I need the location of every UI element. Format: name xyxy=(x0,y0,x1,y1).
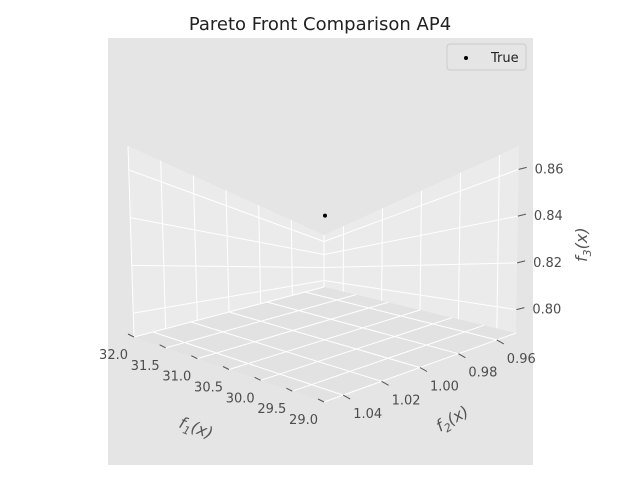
tick-mark xyxy=(254,376,261,381)
grid-lines xyxy=(127,145,519,403)
data-point xyxy=(323,213,327,218)
grid-line xyxy=(225,190,230,313)
y-tick-label: 1.04 xyxy=(353,407,382,422)
chart-title: Pareto Front Comparison AP4 xyxy=(189,14,451,35)
y-tick-label: 0.98 xyxy=(468,366,497,381)
tick-mark xyxy=(222,366,230,370)
data-points xyxy=(323,213,327,218)
x-tick-label: 31.5 xyxy=(131,359,160,374)
tick-mark xyxy=(286,387,293,392)
tick-mark xyxy=(517,260,526,264)
x-tick-label: 29.0 xyxy=(289,413,318,428)
tick-mark xyxy=(342,394,351,400)
tick-mark xyxy=(191,355,198,360)
grid-line xyxy=(290,220,293,296)
tick-mark xyxy=(419,367,428,372)
tick-mark xyxy=(127,333,135,338)
x-tick-label: 31.0 xyxy=(162,370,191,385)
tick-mark xyxy=(496,339,505,345)
right-pane xyxy=(324,146,519,333)
grid-line xyxy=(323,262,518,268)
legend-marker xyxy=(464,56,468,60)
y-tick-label: 1.00 xyxy=(430,380,459,395)
x-tick-label: 30.0 xyxy=(226,391,255,406)
grid-line xyxy=(133,280,325,314)
grid-line xyxy=(266,301,459,355)
grid-line xyxy=(496,154,500,329)
grid-line xyxy=(190,321,382,382)
axis-ticks: 32.031.531.030.530.029.529.0 1.04 1.02 1.00… xyxy=(99,162,564,428)
z-axis-label: f3(x) xyxy=(572,227,594,262)
z-tick-label: 0.82 xyxy=(533,256,562,271)
tick-mark xyxy=(516,307,525,311)
legend-label: True xyxy=(490,51,519,66)
floor-pane xyxy=(134,287,516,402)
tick-mark xyxy=(381,380,389,386)
tick-mark xyxy=(517,213,526,217)
grid-line xyxy=(228,311,421,368)
grid-line xyxy=(131,264,325,268)
grid-line xyxy=(457,172,461,320)
y-tick-label: 1.02 xyxy=(392,393,421,408)
tick-mark xyxy=(317,398,325,403)
grid-line xyxy=(192,175,198,321)
z-tick-label: 0.84 xyxy=(534,209,563,224)
grid-line xyxy=(128,169,325,242)
grid-line xyxy=(152,331,344,396)
tick-mark xyxy=(159,344,166,349)
grid-line xyxy=(323,168,519,242)
x-tick-label: 29.5 xyxy=(257,402,286,417)
legend-box xyxy=(446,43,527,71)
grid-line xyxy=(419,190,422,311)
grid-line xyxy=(160,160,167,329)
grid-line xyxy=(323,215,518,255)
grid-line xyxy=(130,217,325,255)
grid-line xyxy=(258,205,262,304)
tick-mark xyxy=(518,166,527,170)
y-tick-label: 0.96 xyxy=(507,352,536,367)
x-tick-label: 30.5 xyxy=(194,381,223,396)
tick-mark xyxy=(458,353,466,359)
legend: True xyxy=(446,43,527,71)
grid-line xyxy=(323,280,517,311)
x-tick-label: 32.0 xyxy=(99,348,128,363)
grid-line xyxy=(381,208,383,301)
z-tick-label: 0.86 xyxy=(535,162,564,177)
grid-line xyxy=(127,145,135,338)
z-tick-label: 0.80 xyxy=(532,303,561,318)
grid-line xyxy=(304,291,497,341)
